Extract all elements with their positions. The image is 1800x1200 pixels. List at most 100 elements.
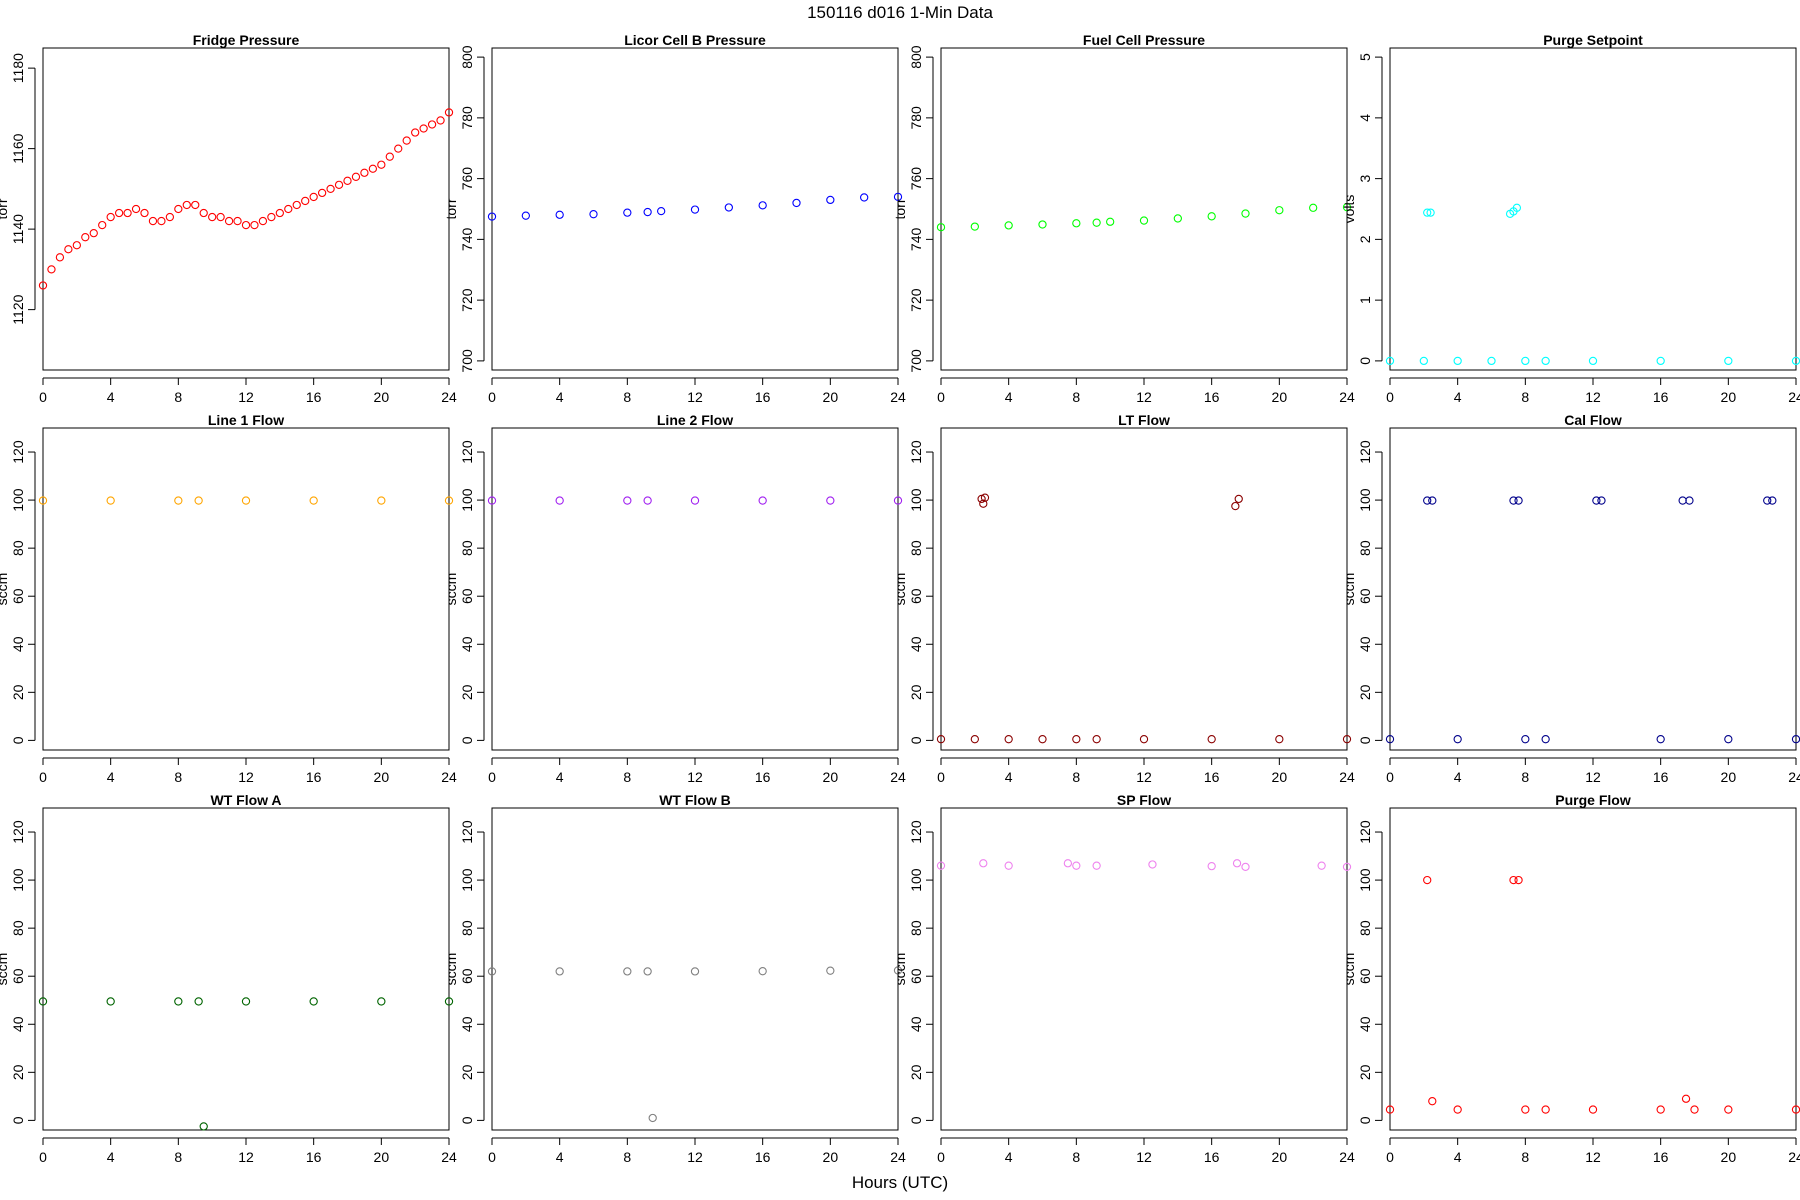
data-point (487, 967, 497, 976)
data-point (444, 496, 454, 505)
chart-panel: Line 2 Flow 0 4 8 12 16 20 24 0 20 40 60 80 100 120 scc… (443, 412, 906, 785)
data-series (936, 493, 1352, 744)
y-tick-label: 5 (1357, 53, 1373, 61)
data-series (38, 108, 454, 290)
x-tick-label: 12 (1585, 389, 1601, 405)
data-point (724, 203, 733, 212)
data-point (936, 735, 946, 744)
data-point (1509, 875, 1518, 885)
data-point (224, 216, 234, 226)
x-tick-label: 16 (1653, 1149, 1669, 1165)
data-point (690, 967, 700, 976)
data-point (1419, 356, 1428, 366)
data-point (1681, 1094, 1691, 1103)
data-point (233, 216, 242, 226)
data-series (1385, 203, 1800, 366)
panel-title: Purge Setpoint (1543, 32, 1643, 48)
data-point (1724, 1105, 1733, 1114)
x-tick-label: 16 (1204, 1149, 1220, 1165)
data-point (1309, 203, 1318, 212)
panel-title: Licor Cell B Pressure (624, 32, 766, 48)
x-tick-label: 20 (374, 1149, 390, 1165)
data-point (1004, 221, 1013, 230)
data-point (326, 184, 335, 194)
data-point (1173, 214, 1182, 223)
data-point (106, 212, 115, 222)
data-point (385, 152, 394, 161)
data-point (275, 208, 284, 218)
data-point (309, 997, 318, 1006)
data-point (1453, 1105, 1462, 1114)
x-tick-label: 8 (1521, 389, 1529, 405)
x-tick-label: 0 (937, 389, 945, 405)
y-tick-label: 60 (1357, 968, 1373, 984)
x-tick-label: 12 (238, 1149, 254, 1165)
data-point (1426, 208, 1435, 217)
data-point (191, 200, 200, 210)
data-point (1453, 735, 1462, 744)
chart-panel: SP Flow 0 4 8 12 16 20 24 0 20 40 60 80 100 120 sccm (892, 792, 1355, 1165)
data-point (1072, 735, 1081, 744)
data-point (979, 859, 988, 868)
chart-panel: Line 1 Flow 0 4 8 12 16 20 24 0 20 40 60 80 100 120 scc… (0, 412, 457, 785)
data-point (309, 496, 318, 505)
x-tick-label: 20 (374, 769, 390, 785)
data-series (487, 966, 903, 1123)
data-point (643, 207, 652, 217)
y-tick-label: 1180 (10, 53, 26, 83)
y-tick-label: 40 (10, 1016, 26, 1032)
y-tick-label: 80 (1357, 540, 1373, 556)
plot-frame (1389, 427, 1797, 751)
panel-title: WT Flow B (659, 792, 731, 808)
data-point (1139, 735, 1149, 744)
data-point (411, 128, 420, 137)
data-point (1092, 218, 1101, 227)
y-tick-label: 100 (908, 488, 924, 512)
x-tick-label: 16 (306, 1149, 322, 1165)
y-tick-label: 700 (908, 349, 924, 373)
x-tick-label: 8 (174, 769, 182, 785)
figure-title: 150116 d016 1-Min Data (807, 3, 993, 22)
y-axis-label: sccm (0, 573, 10, 606)
data-series (487, 192, 903, 221)
y-tick-label: 100 (459, 868, 475, 892)
y-tick-label: 0 (1357, 736, 1373, 744)
data-point (970, 222, 979, 231)
x-tick-label: 24 (890, 389, 906, 405)
plot-frame (42, 807, 450, 1131)
panel-title: SP Flow (1117, 792, 1171, 808)
data-point (106, 997, 115, 1006)
chart-panel: WT Flow B 0 4 8 12 16 20 24 0 20 40 60 80 100 120 sccm (443, 792, 906, 1165)
x-tick-label: 20 (1272, 769, 1288, 785)
plot-frame (42, 427, 450, 751)
y-axis-label: sccm (1341, 573, 1357, 606)
data-point (284, 204, 293, 214)
data-point (1487, 356, 1496, 366)
plot-frame (940, 427, 1348, 751)
y-tick-label: 40 (10, 636, 26, 652)
data-point (81, 233, 90, 242)
x-tick-label: 16 (755, 1149, 771, 1165)
y-tick-label: 120 (1357, 440, 1373, 464)
y-tick-label: 60 (908, 968, 924, 984)
data-point (1317, 861, 1326, 870)
y-axis-label: torr (892, 198, 908, 219)
x-tick-label: 16 (755, 389, 771, 405)
data-point (521, 211, 530, 220)
y-tick-label: 2 (1357, 235, 1373, 243)
x-tick-label: 16 (306, 389, 322, 405)
x-tick-label: 0 (488, 389, 496, 405)
data-point (1038, 220, 1047, 229)
y-tick-label: 100 (10, 488, 26, 512)
data-point (1234, 494, 1243, 504)
y-tick-label: 0 (10, 1116, 26, 1124)
x-tick-label: 4 (1005, 389, 1013, 405)
x-tick-label: 12 (1585, 1149, 1601, 1165)
x-tick-label: 24 (1788, 1149, 1800, 1165)
x-tick-label: 16 (1653, 769, 1669, 785)
data-point (1509, 496, 1518, 505)
data-point (38, 281, 48, 290)
data-point (690, 496, 700, 505)
data-point (1385, 356, 1395, 366)
data-point (89, 228, 98, 238)
